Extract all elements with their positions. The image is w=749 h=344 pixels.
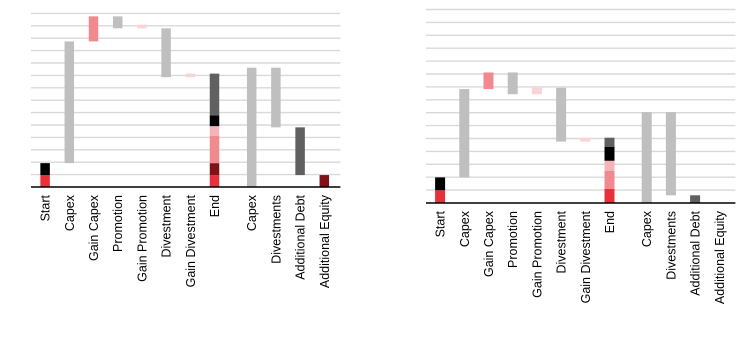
bar-segment (531, 87, 542, 95)
tick-label: Divestments (664, 211, 678, 280)
bar-segment (209, 175, 220, 187)
bar-segment (137, 24, 147, 29)
bar-segment (209, 163, 220, 176)
tick-label: Additional Debt (294, 194, 308, 279)
bar-segment (507, 72, 518, 95)
tick-label: Promotion (111, 195, 125, 252)
tick-label: Gain Capex (87, 194, 101, 261)
bar-segment (604, 188, 615, 203)
bar-segment (435, 190, 446, 203)
bar-segment (246, 67, 257, 187)
bar-segment (209, 73, 220, 116)
bar-segment (483, 72, 494, 90)
bar-segment (459, 89, 470, 178)
bar-segment (604, 171, 615, 189)
bar-segment (435, 177, 446, 191)
tick-label: Gain Promotion (135, 195, 149, 282)
bar-segment (209, 126, 220, 136)
bar-segment (319, 175, 330, 187)
bar-segment (64, 41, 75, 164)
bar-segment (690, 195, 701, 203)
tick-label: Divestment (555, 210, 569, 273)
bar-segment (604, 160, 615, 171)
bar-segment (641, 112, 652, 203)
bar-segment (604, 146, 615, 161)
tick-label: Capex (640, 210, 654, 247)
tick-label: Additional Debt (689, 210, 703, 295)
bar-segment (185, 73, 196, 78)
bar-segment (161, 28, 171, 78)
bar-segment (295, 127, 305, 176)
tick-label: Gain Capex (482, 210, 496, 277)
tick-label: Additional Equity (318, 194, 332, 288)
bar-segment (556, 87, 567, 142)
tick-label: Capex (63, 194, 77, 231)
tick-label: Capex (245, 194, 259, 231)
bar-segment (604, 137, 615, 147)
tick-label: Divestments (269, 195, 283, 264)
tick-label: Capex (458, 210, 472, 247)
tick-label: Promotion (506, 211, 520, 268)
tick-label: Additional Equity (713, 210, 727, 304)
chart-right: Start Capex Gain Capex Promotion Gain Promot… (426, 8, 736, 304)
bar-segment (665, 112, 676, 196)
bar-segment (209, 135, 220, 164)
tick-label: Divestment (160, 194, 174, 257)
bar-segment (112, 16, 123, 29)
tick-label: Start (434, 210, 448, 237)
bar-segment (40, 175, 50, 187)
tick-label: End (208, 195, 222, 217)
tick-label: Start (39, 194, 53, 221)
bar-segment (40, 163, 50, 176)
chart-left: Start Capex Gain Capex Promotion Gain Promot… (31, 12, 341, 288)
bar-segment (209, 115, 220, 127)
bar-segment (271, 67, 281, 128)
bar-segment (580, 137, 591, 142)
tick-label: Gain Promotion (530, 211, 544, 298)
tick-label: End (603, 211, 617, 233)
tick-label: Gain Divestment (184, 194, 198, 287)
tick-label: Gain Divestment (579, 210, 593, 303)
bar-segment (88, 16, 99, 42)
